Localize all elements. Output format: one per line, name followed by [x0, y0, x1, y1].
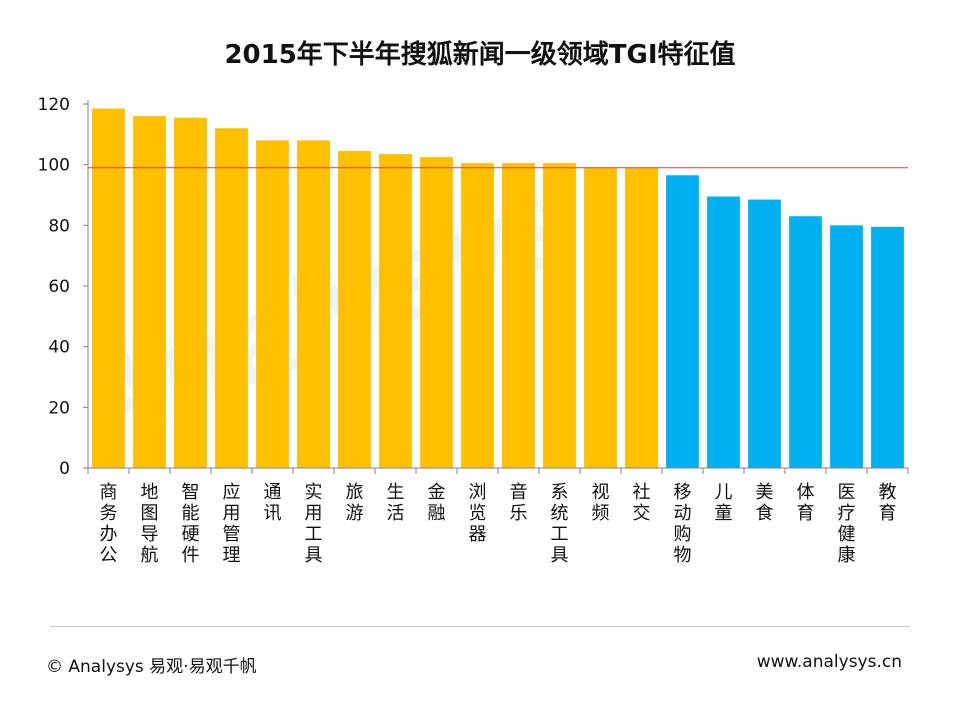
bar-社交	[625, 167, 658, 468]
bar-系统工具	[543, 163, 576, 468]
x-tick-label: 旅游	[346, 482, 364, 524]
x-tick-label: 体育	[797, 482, 815, 524]
y-tick-label: 20	[48, 398, 70, 418]
x-tick-label: 金融	[428, 482, 446, 524]
y-tick-label: 0	[59, 459, 70, 479]
bar-生活	[379, 154, 412, 469]
x-tick-label: 移动购物	[674, 482, 692, 566]
y-tick-label: 40	[48, 338, 70, 358]
bar-地图导航	[133, 116, 166, 468]
bar-移动购物	[666, 175, 699, 468]
bar-旅游	[338, 151, 371, 468]
chart-title: 2015年下半年搜狐新闻一级领域TGI特征值	[224, 40, 736, 70]
bar-体育	[789, 216, 822, 468]
bar-音乐	[502, 163, 535, 468]
x-tick-label: 实用工具	[305, 482, 323, 566]
footer-url[interactable]: www.analysys.cn	[756, 652, 902, 672]
x-tick-label: 系统工具	[551, 482, 569, 566]
y-tick-label: 120	[38, 95, 70, 115]
x-tick-label: 商务办公	[100, 482, 118, 566]
x-tick-label: 视频	[592, 482, 610, 524]
bar-教育	[871, 226, 904, 468]
x-tick-label: 美食	[756, 482, 774, 524]
x-tick-label: 智能硬件	[182, 482, 200, 566]
bar-金融	[420, 157, 453, 468]
bar-美食	[748, 199, 781, 469]
x-tick-label: 音乐	[510, 482, 528, 524]
y-tick-label: 60	[48, 277, 70, 297]
bar-实用工具	[297, 140, 330, 468]
footer-divider	[50, 626, 910, 627]
bar-视频	[584, 167, 617, 468]
x-tick-label: 儿童	[715, 482, 733, 524]
bar-应用管理	[215, 128, 248, 468]
y-tick-label: 80	[48, 216, 70, 236]
bar-商务办公	[92, 108, 125, 469]
x-tick-label: 应用管理	[223, 482, 241, 566]
bar-医疗健康	[830, 225, 863, 468]
y-tick-label: 100	[38, 156, 70, 176]
x-tick-label: 社交	[633, 482, 651, 524]
bar-浏览器	[461, 163, 494, 468]
x-tick-label: 医疗健康	[838, 482, 856, 566]
x-tick-label: 生活	[387, 482, 405, 524]
bar-智能硬件	[174, 117, 207, 469]
x-tick-label: 地图导航	[141, 482, 159, 566]
footer-copyright: © Analysys 易观·易观千帆	[46, 657, 257, 677]
x-tick-label: 教育	[879, 482, 897, 524]
bar-通讯	[256, 140, 289, 468]
x-tick-label: 通讯	[264, 482, 282, 524]
bar-儿童	[707, 196, 740, 468]
x-tick-label: 浏览器	[469, 482, 487, 545]
